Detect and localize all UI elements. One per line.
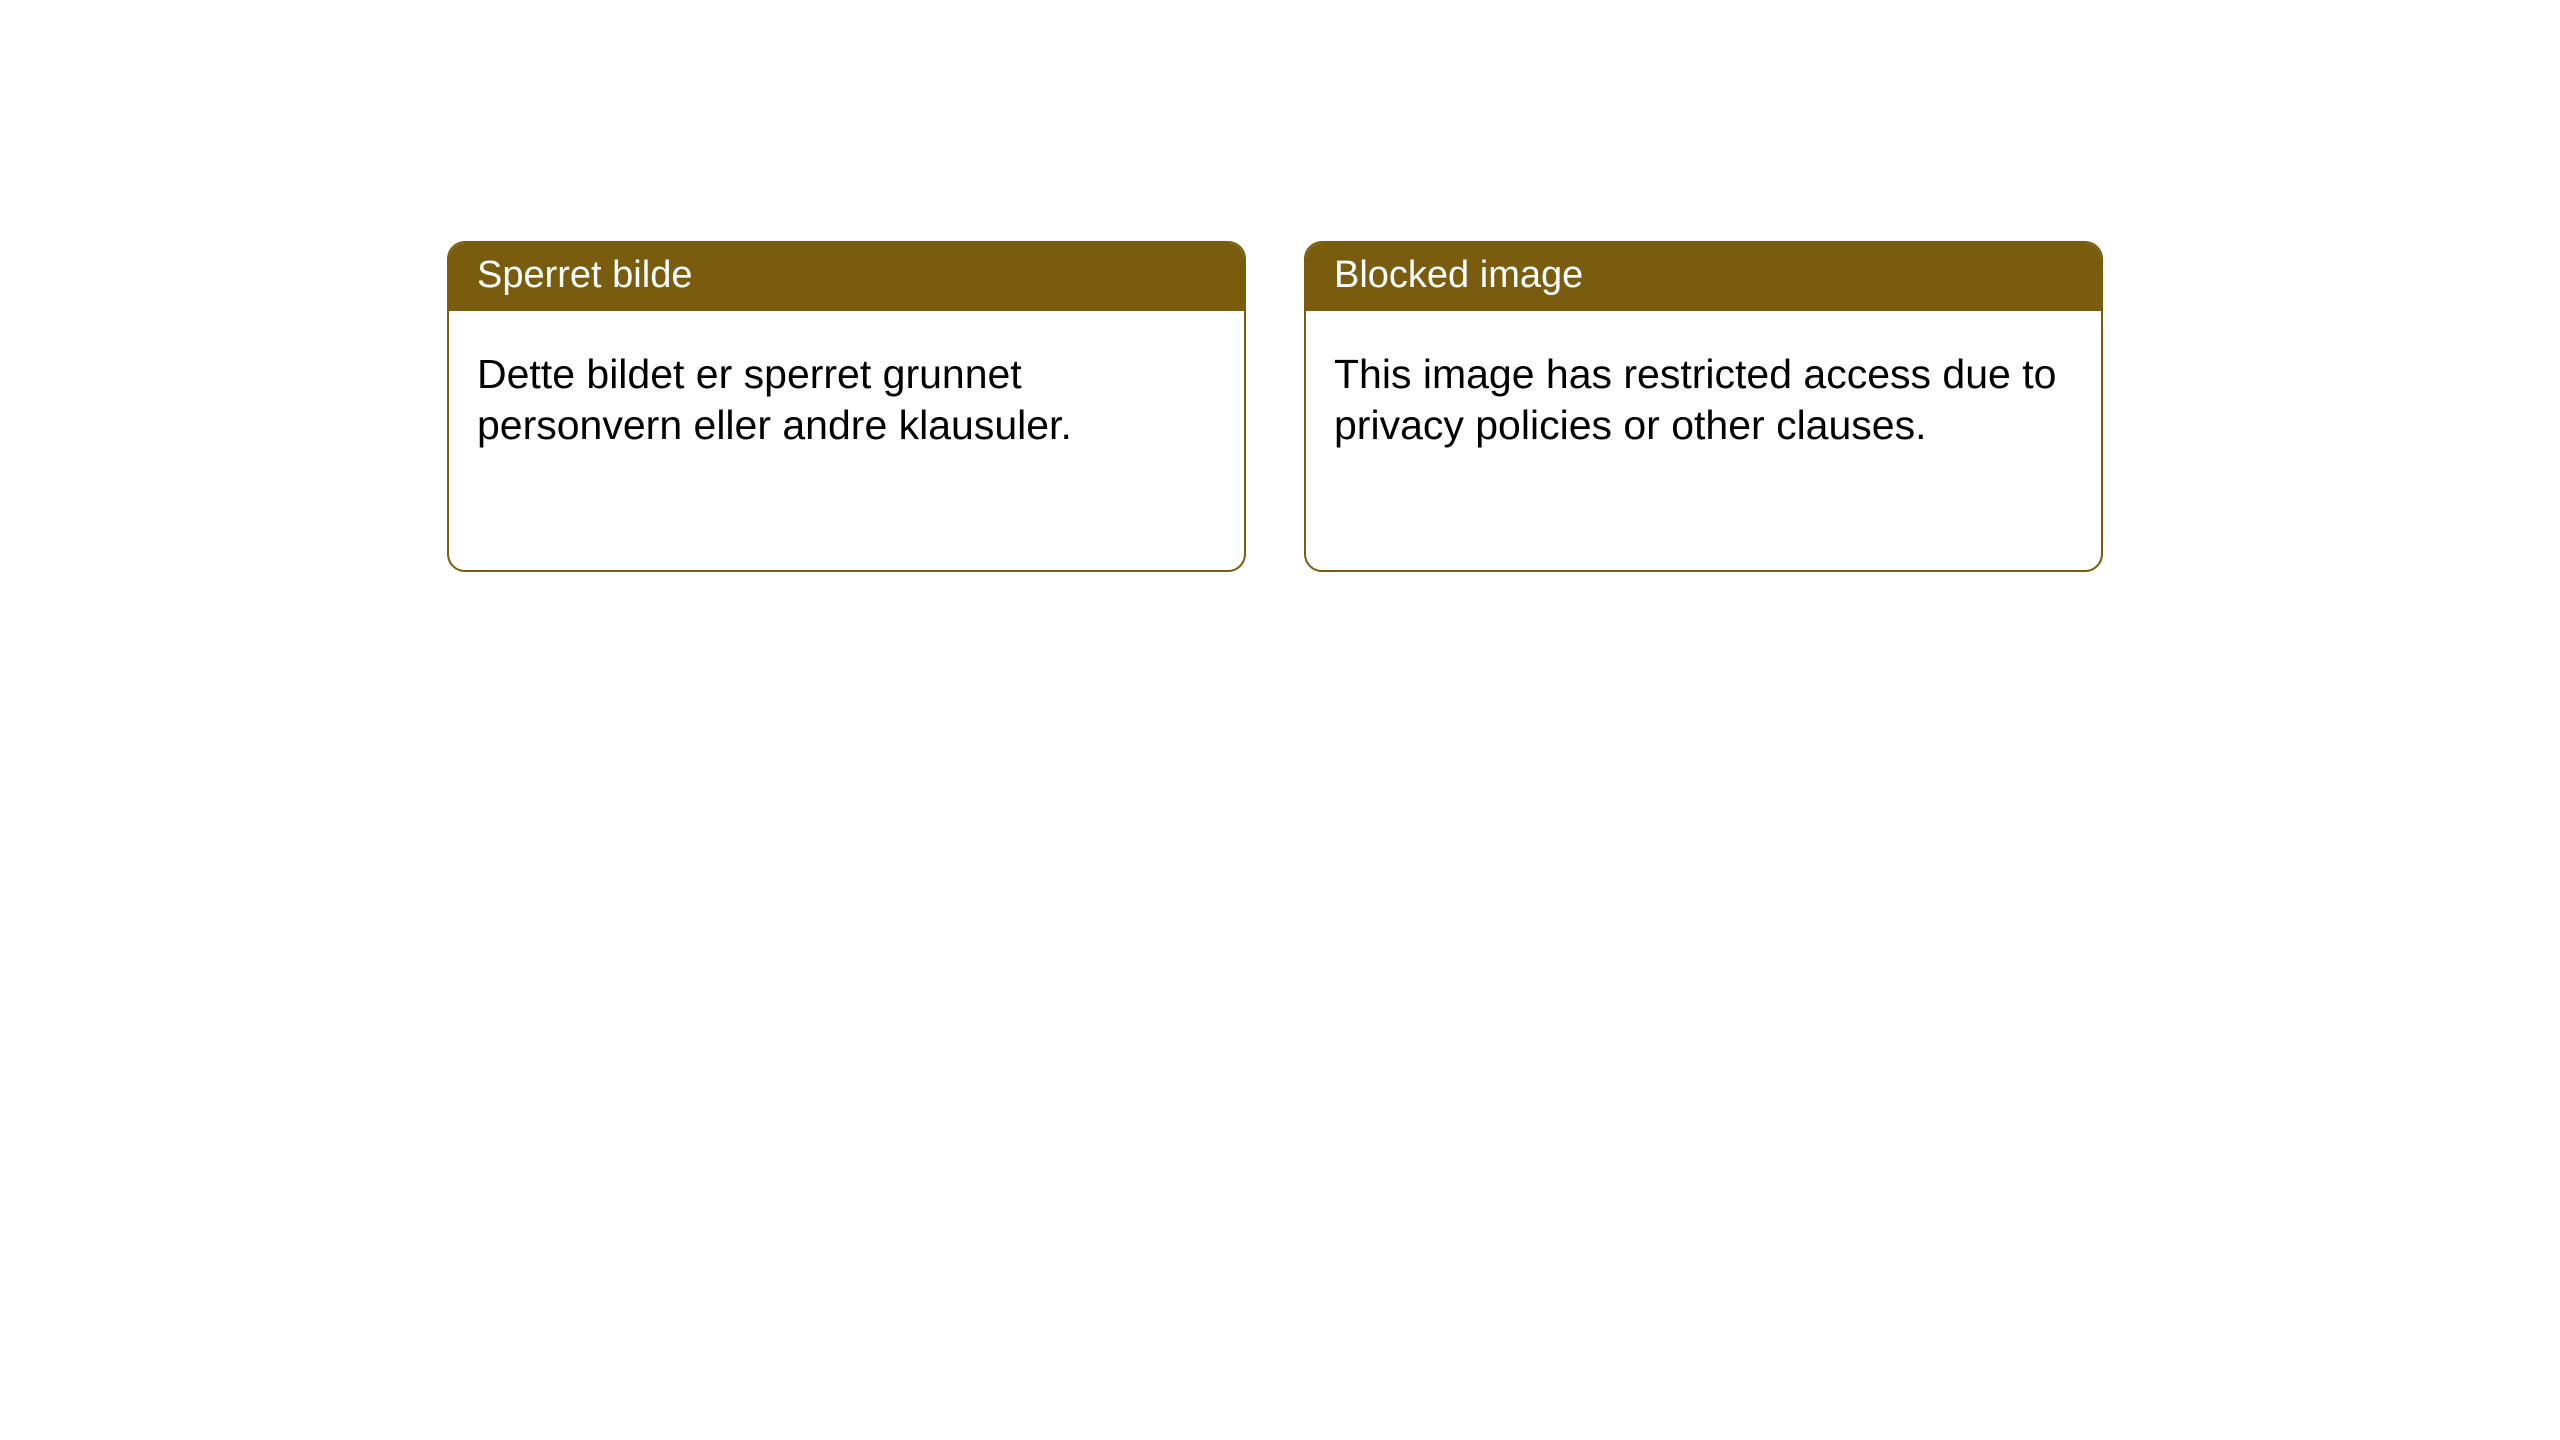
notice-message-english: This image has restricted access due to … [1306,311,2101,480]
notice-card-norwegian: Sperret bilde Dette bildet er sperret gr… [447,241,1246,572]
notice-container: Sperret bilde Dette bildet er sperret gr… [447,241,2103,572]
notice-message-norwegian: Dette bildet er sperret grunnet personve… [449,311,1244,480]
notice-title-english: Blocked image [1306,243,2101,311]
notice-card-english: Blocked image This image has restricted … [1304,241,2103,572]
notice-title-norwegian: Sperret bilde [449,243,1244,311]
